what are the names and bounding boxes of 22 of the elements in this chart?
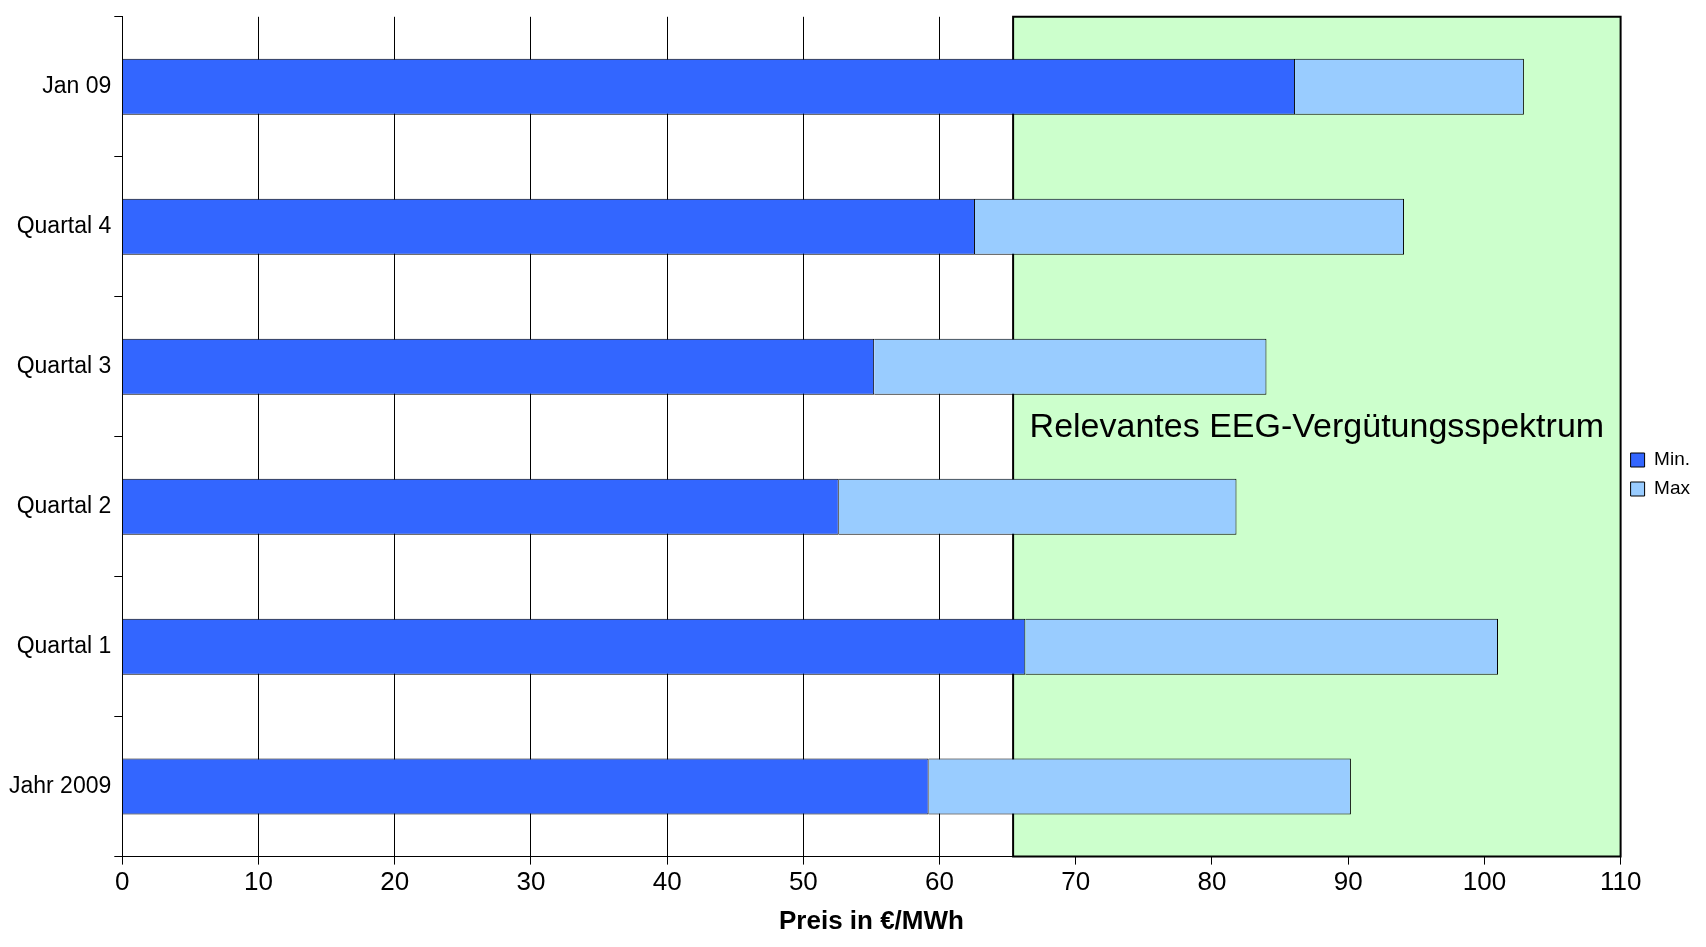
x-tick-label: 70 — [1061, 866, 1091, 897]
legend-label: Min. — [1654, 448, 1691, 470]
x-tick-label: 40 — [652, 866, 682, 897]
y-tick-label: Quartal 2 — [16, 492, 112, 519]
x-tick-label: 10 — [244, 866, 273, 897]
legend-label: Max — [1654, 477, 1691, 499]
x-axis-title: Preis in €/MWh — [778, 904, 964, 935]
band-label: Relevantes EEG-Vergütungsspektrum — [1029, 405, 1605, 444]
x-tick-label: 80 — [1197, 866, 1227, 897]
x-tick-label: 20 — [380, 866, 410, 897]
y-tick-label: Quartal 1 — [16, 631, 112, 658]
x-tick-label: 60 — [925, 866, 955, 897]
y-tick-label: Jan 09 — [42, 72, 112, 99]
x-tick-label: 0 — [115, 866, 130, 897]
x-tick-label: 90 — [1333, 866, 1363, 897]
x-tick-label: 100 — [1462, 866, 1507, 897]
x-tick-label: 50 — [788, 866, 818, 897]
x-tick-label: 110 — [1599, 866, 1642, 897]
x-tick-label: 30 — [516, 866, 546, 897]
y-tick-label: Jahr 2009 — [8, 771, 112, 798]
y-tick-label: Quartal 4 — [16, 212, 112, 239]
y-tick-label: Quartal 3 — [16, 352, 112, 379]
